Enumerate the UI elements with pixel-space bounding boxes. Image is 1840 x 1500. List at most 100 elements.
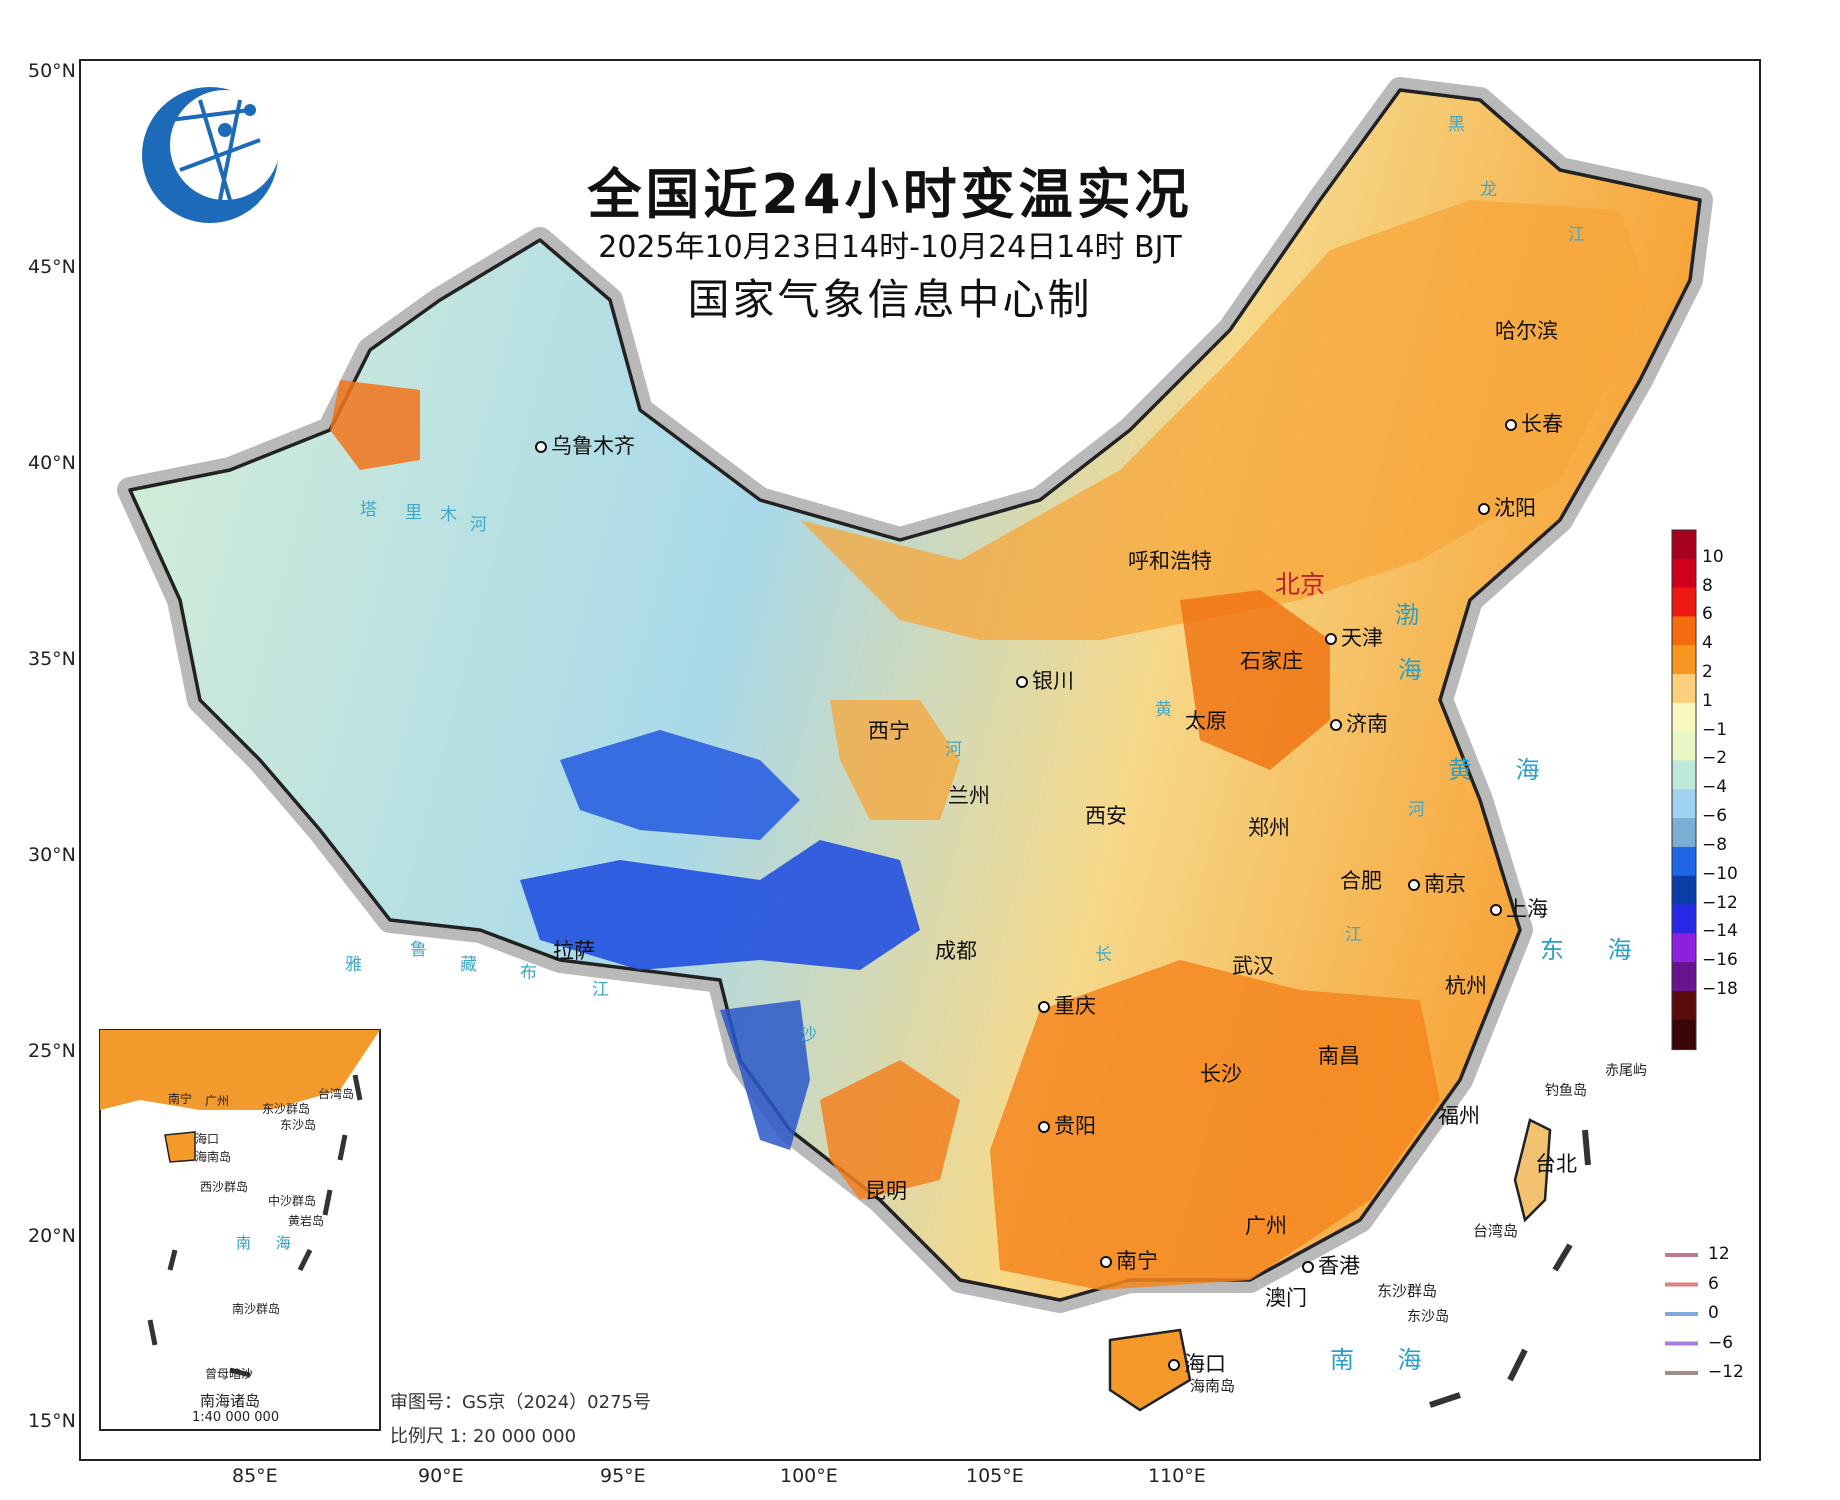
river-label: 河 bbox=[470, 515, 487, 535]
line-legend bbox=[1665, 1253, 1698, 1375]
inset-label: 南宁 bbox=[168, 1092, 193, 1106]
river-label: 龙 bbox=[1480, 180, 1497, 200]
inset-label: 西沙群岛 bbox=[200, 1180, 249, 1194]
island-label: 海南岛 bbox=[1190, 1377, 1236, 1395]
legend-swatch bbox=[1672, 530, 1696, 560]
city-label: 兰州 bbox=[948, 784, 990, 808]
river-label: 江 bbox=[1568, 225, 1585, 245]
line-legend-label: −12 bbox=[1708, 1362, 1744, 1382]
warm-region-south bbox=[990, 960, 1440, 1290]
river-label: 长 bbox=[1095, 945, 1112, 965]
river-label: 河 bbox=[1408, 800, 1425, 820]
city-label: 沈阳 bbox=[1478, 492, 1536, 522]
city-label: 昆明 bbox=[865, 1179, 907, 1203]
legend-label: 2 bbox=[1702, 662, 1713, 683]
legend-label: 4 bbox=[1702, 633, 1713, 654]
river-label: 塔 bbox=[360, 500, 377, 520]
warm-region-yunnan bbox=[820, 1060, 960, 1200]
warm-region-hebei bbox=[1180, 590, 1330, 770]
river-label: 木 bbox=[440, 505, 457, 525]
legend-swatch bbox=[1672, 990, 1696, 1021]
island-label: 钓鱼岛 bbox=[1545, 1083, 1587, 1099]
sea-boundary-dashes bbox=[1429, 1129, 1591, 1408]
city-label: 上海 bbox=[1490, 893, 1548, 923]
lon-label: 90°E bbox=[418, 1465, 464, 1487]
approval-number: 审图号：GS京（2024）0275号 bbox=[390, 1392, 651, 1413]
city-label: 广州 bbox=[1245, 1214, 1287, 1238]
legend-label: −18 bbox=[1702, 978, 1738, 999]
taiwan-island bbox=[1513, 1118, 1552, 1223]
lat-label: 50°N bbox=[28, 60, 76, 82]
legend-swatch bbox=[1672, 962, 1696, 992]
map-scale: 比例尺 1: 20 000 000 bbox=[390, 1426, 577, 1447]
legend-swatch bbox=[1672, 731, 1696, 762]
lat-label: 45°N bbox=[28, 256, 76, 278]
inset-mainland bbox=[100, 1030, 380, 1110]
cold-region-southwest bbox=[720, 1000, 810, 1150]
cold-region-qinghai bbox=[560, 730, 800, 840]
legend-swatch bbox=[1672, 789, 1696, 820]
city-label: 银川 bbox=[1016, 665, 1074, 695]
legend-label: 8 bbox=[1702, 575, 1713, 596]
line-legend-label: 12 bbox=[1708, 1244, 1730, 1264]
city-label: 成都 bbox=[935, 939, 977, 963]
legend-swatch bbox=[1672, 674, 1696, 704]
legend-swatch bbox=[1672, 616, 1696, 647]
inset-label: 东沙群岛 bbox=[262, 1102, 311, 1116]
city-label: 乌鲁木齐 bbox=[535, 430, 635, 460]
city-label: 石家庄 bbox=[1240, 649, 1303, 673]
lon-label: 110°E bbox=[1148, 1465, 1206, 1487]
legend-label: −10 bbox=[1702, 863, 1738, 884]
city-label: 澳门 bbox=[1265, 1286, 1307, 1310]
lon-label: 100°E bbox=[780, 1465, 838, 1487]
river-label: 雅 bbox=[345, 955, 362, 975]
legend-swatch bbox=[1672, 818, 1696, 848]
city-label: 西安 bbox=[1085, 804, 1127, 828]
city-label: 郑州 bbox=[1248, 816, 1290, 840]
river-label: 藏 bbox=[460, 955, 477, 975]
legend-swatch bbox=[1672, 558, 1696, 589]
city-label: 呼和浩特 bbox=[1128, 549, 1212, 573]
legend-frame bbox=[1671, 529, 1697, 1051]
lon-label: 95°E bbox=[600, 1465, 646, 1487]
city-label: 哈尔滨 bbox=[1495, 319, 1558, 343]
cma-logo-icon bbox=[142, 87, 280, 223]
city-label: 杭州 bbox=[1445, 974, 1487, 998]
lat-label: 25°N bbox=[28, 1040, 76, 1062]
city-label: 南宁 bbox=[1100, 1245, 1158, 1275]
inset-label: 南 海 bbox=[236, 1234, 301, 1252]
legend-label: 10 bbox=[1702, 546, 1724, 567]
inset-title: 南海诸岛 bbox=[200, 1392, 261, 1410]
city-label: 合肥 bbox=[1340, 869, 1382, 893]
map-title: 全国近24小时变温实况 bbox=[587, 163, 1193, 226]
legend-label: −4 bbox=[1702, 777, 1728, 798]
inset-label: 海口 bbox=[195, 1132, 220, 1146]
legend-swatch bbox=[1672, 645, 1696, 676]
lat-label: 30°N bbox=[28, 844, 76, 866]
city-label: 长春 bbox=[1505, 408, 1563, 438]
legend-swatch bbox=[1672, 875, 1696, 906]
city-label: 拉萨 bbox=[553, 939, 595, 963]
legend-label: −8 bbox=[1702, 834, 1728, 855]
hainan-island bbox=[1108, 1328, 1192, 1412]
river-label: 黄 bbox=[1155, 700, 1172, 720]
lon-label: 85°E bbox=[232, 1465, 278, 1487]
inset-label: 曾母暗沙 bbox=[205, 1367, 254, 1381]
legend-swatch bbox=[1672, 760, 1696, 791]
river-label: 江 bbox=[592, 980, 609, 1000]
capital-label: 北京 bbox=[1275, 570, 1326, 599]
city-label: 济南 bbox=[1330, 708, 1388, 738]
legend-label: −1 bbox=[1702, 719, 1728, 740]
sea-label: 黄 海 bbox=[1448, 756, 1558, 784]
legend-swatch bbox=[1672, 933, 1696, 964]
inset-label: 黄岩岛 bbox=[288, 1214, 325, 1228]
city-label: 重庆 bbox=[1038, 990, 1096, 1020]
city-label: 天津 bbox=[1325, 622, 1383, 652]
legend-swatch bbox=[1672, 904, 1696, 935]
map-organization: 国家气象信息中心制 bbox=[687, 275, 1093, 324]
river-label: 黑 bbox=[1448, 115, 1465, 135]
line-legend-label: 0 bbox=[1708, 1303, 1719, 1323]
cold-region-tibet bbox=[520, 840, 920, 970]
city-label: 太原 bbox=[1185, 709, 1227, 733]
legend-label: −16 bbox=[1702, 950, 1738, 971]
